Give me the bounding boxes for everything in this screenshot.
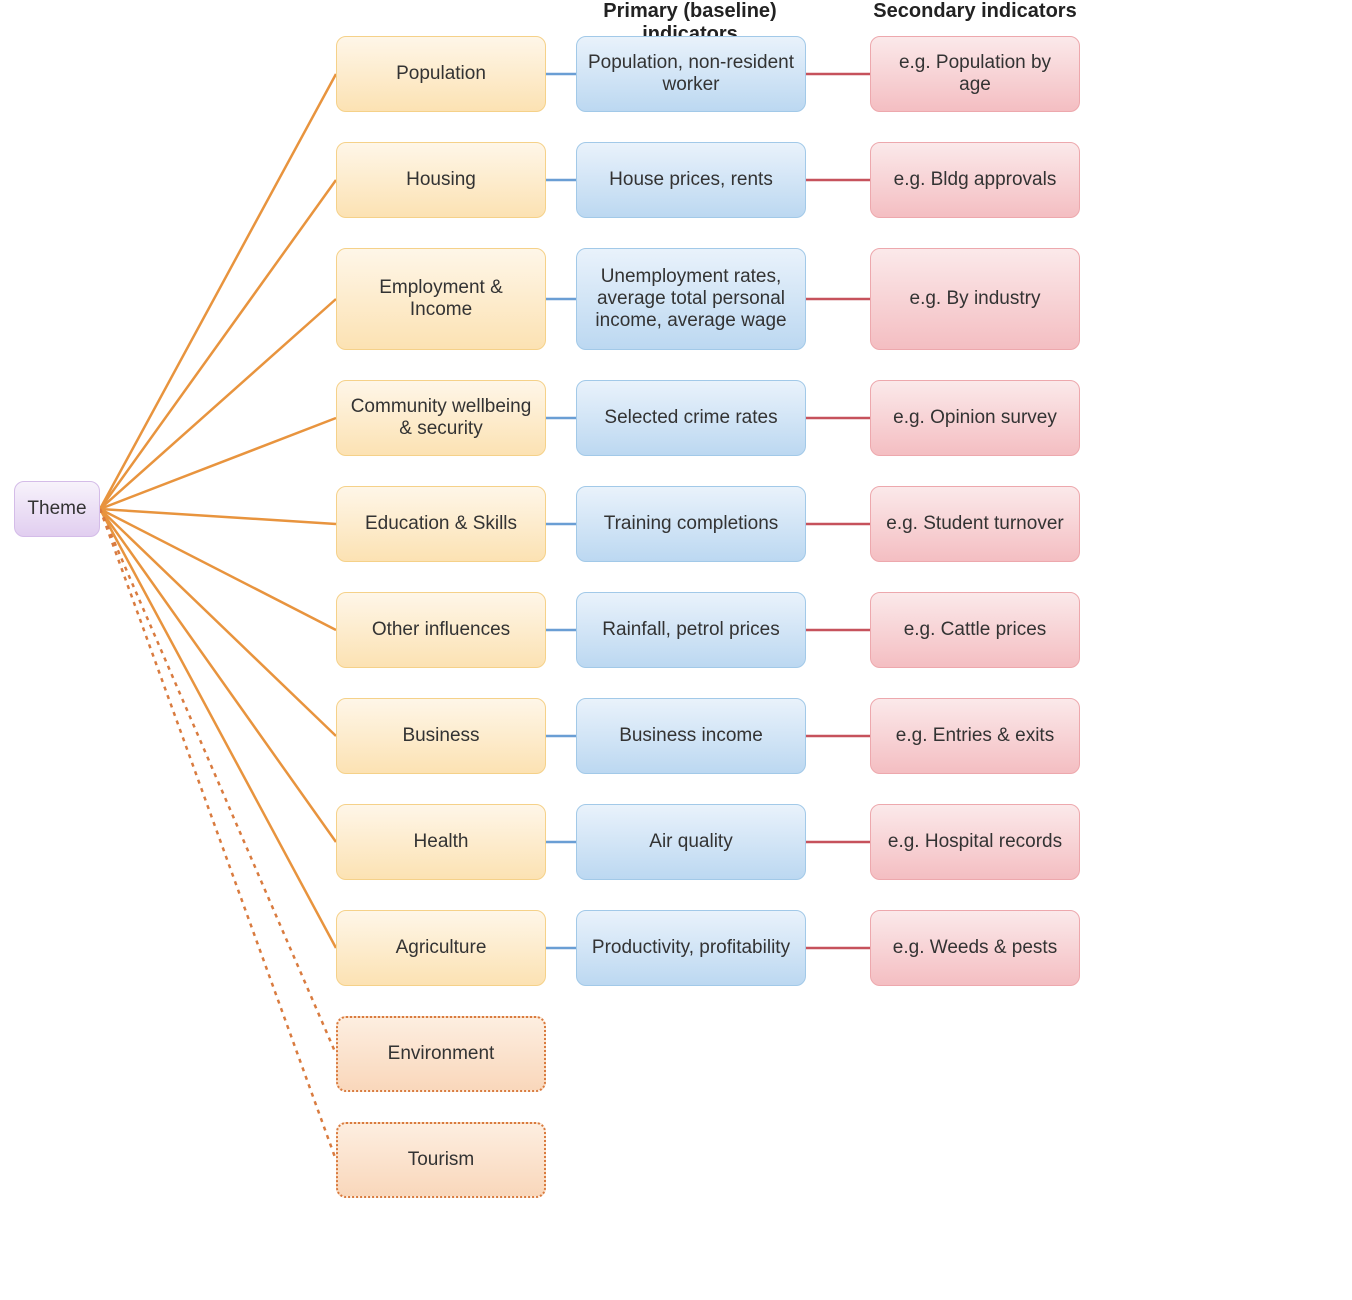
secondary-node: e.g. By industry — [870, 248, 1080, 350]
secondary-node: e.g. Bldg approvals — [870, 142, 1080, 218]
primary-node: Training completions — [576, 486, 806, 562]
secondary-node: e.g. Entries & exits — [870, 698, 1080, 774]
secondary-node: e.g. Weeds & pests — [870, 910, 1080, 986]
category-node: Business — [336, 698, 546, 774]
primary-node: Business income — [576, 698, 806, 774]
primary-node: Rainfall, petrol prices — [576, 592, 806, 668]
category-node: Environment — [336, 1016, 546, 1092]
secondary-node: e.g. Cattle prices — [870, 592, 1080, 668]
category-node: Health — [336, 804, 546, 880]
category-node: Tourism — [336, 1122, 546, 1198]
category-node: Other influences — [336, 592, 546, 668]
category-node: Community wellbeing & security — [336, 380, 546, 456]
primary-node: Selected crime rates — [576, 380, 806, 456]
diagram-container: Primary (baseline) indicators Secondary … — [0, 0, 1352, 1300]
primary-node: Population, non-resident worker — [576, 36, 806, 112]
secondary-node: e.g. Hospital records — [870, 804, 1080, 880]
primary-node: Productivity, profitability — [576, 910, 806, 986]
primary-node: House prices, rents — [576, 142, 806, 218]
category-node: Employment & Income — [336, 248, 546, 350]
secondary-node: e.g. Opinion survey — [870, 380, 1080, 456]
primary-node: Air quality — [576, 804, 806, 880]
secondary-header: Secondary indicators — [870, 0, 1080, 23]
secondary-node: e.g. Population by age — [870, 36, 1080, 112]
secondary-node: e.g. Student turnover — [870, 486, 1080, 562]
category-node: Housing — [336, 142, 546, 218]
theme-node: Theme — [14, 481, 100, 537]
category-node: Population — [336, 36, 546, 112]
category-node: Education & Skills — [336, 486, 546, 562]
category-node: Agriculture — [336, 910, 546, 986]
primary-node: Unemployment rates, average total person… — [576, 248, 806, 350]
